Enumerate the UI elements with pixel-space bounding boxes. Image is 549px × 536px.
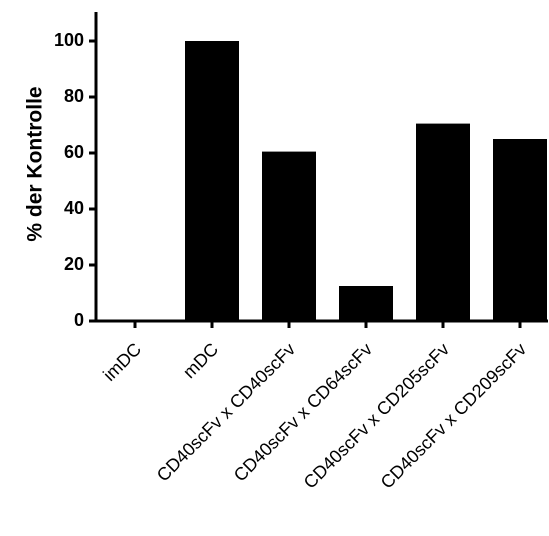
bar (339, 286, 393, 321)
y-tick-label: 60 (64, 142, 84, 162)
x-axis (96, 319, 548, 328)
bar (108, 319, 162, 321)
y-tick-label: 20 (64, 254, 84, 274)
y-axis: 0 20 40 60 80 100 (54, 12, 98, 330)
y-axis-title: % der Kontrolle (24, 86, 47, 241)
y-tick-label: 100 (54, 30, 84, 50)
bars (108, 41, 547, 321)
category-label: mDC (179, 339, 222, 382)
bar (262, 151, 316, 321)
category-label: CD40scFv x CD40scFv (153, 339, 299, 485)
y-tick-label: 0 (74, 310, 84, 330)
bar (185, 41, 239, 321)
y-tick-label: 80 (64, 86, 84, 106)
bar (493, 139, 547, 321)
category-label: CD40scFv x CD64scFv (230, 339, 376, 485)
y-tick-label: 40 (64, 198, 84, 218)
bar (416, 123, 470, 321)
category-label: imDC (99, 339, 145, 385)
category-label: CD40scFv x CD205scFv (300, 339, 453, 492)
category-label: CD40scFv x CD209scFv (377, 339, 530, 492)
